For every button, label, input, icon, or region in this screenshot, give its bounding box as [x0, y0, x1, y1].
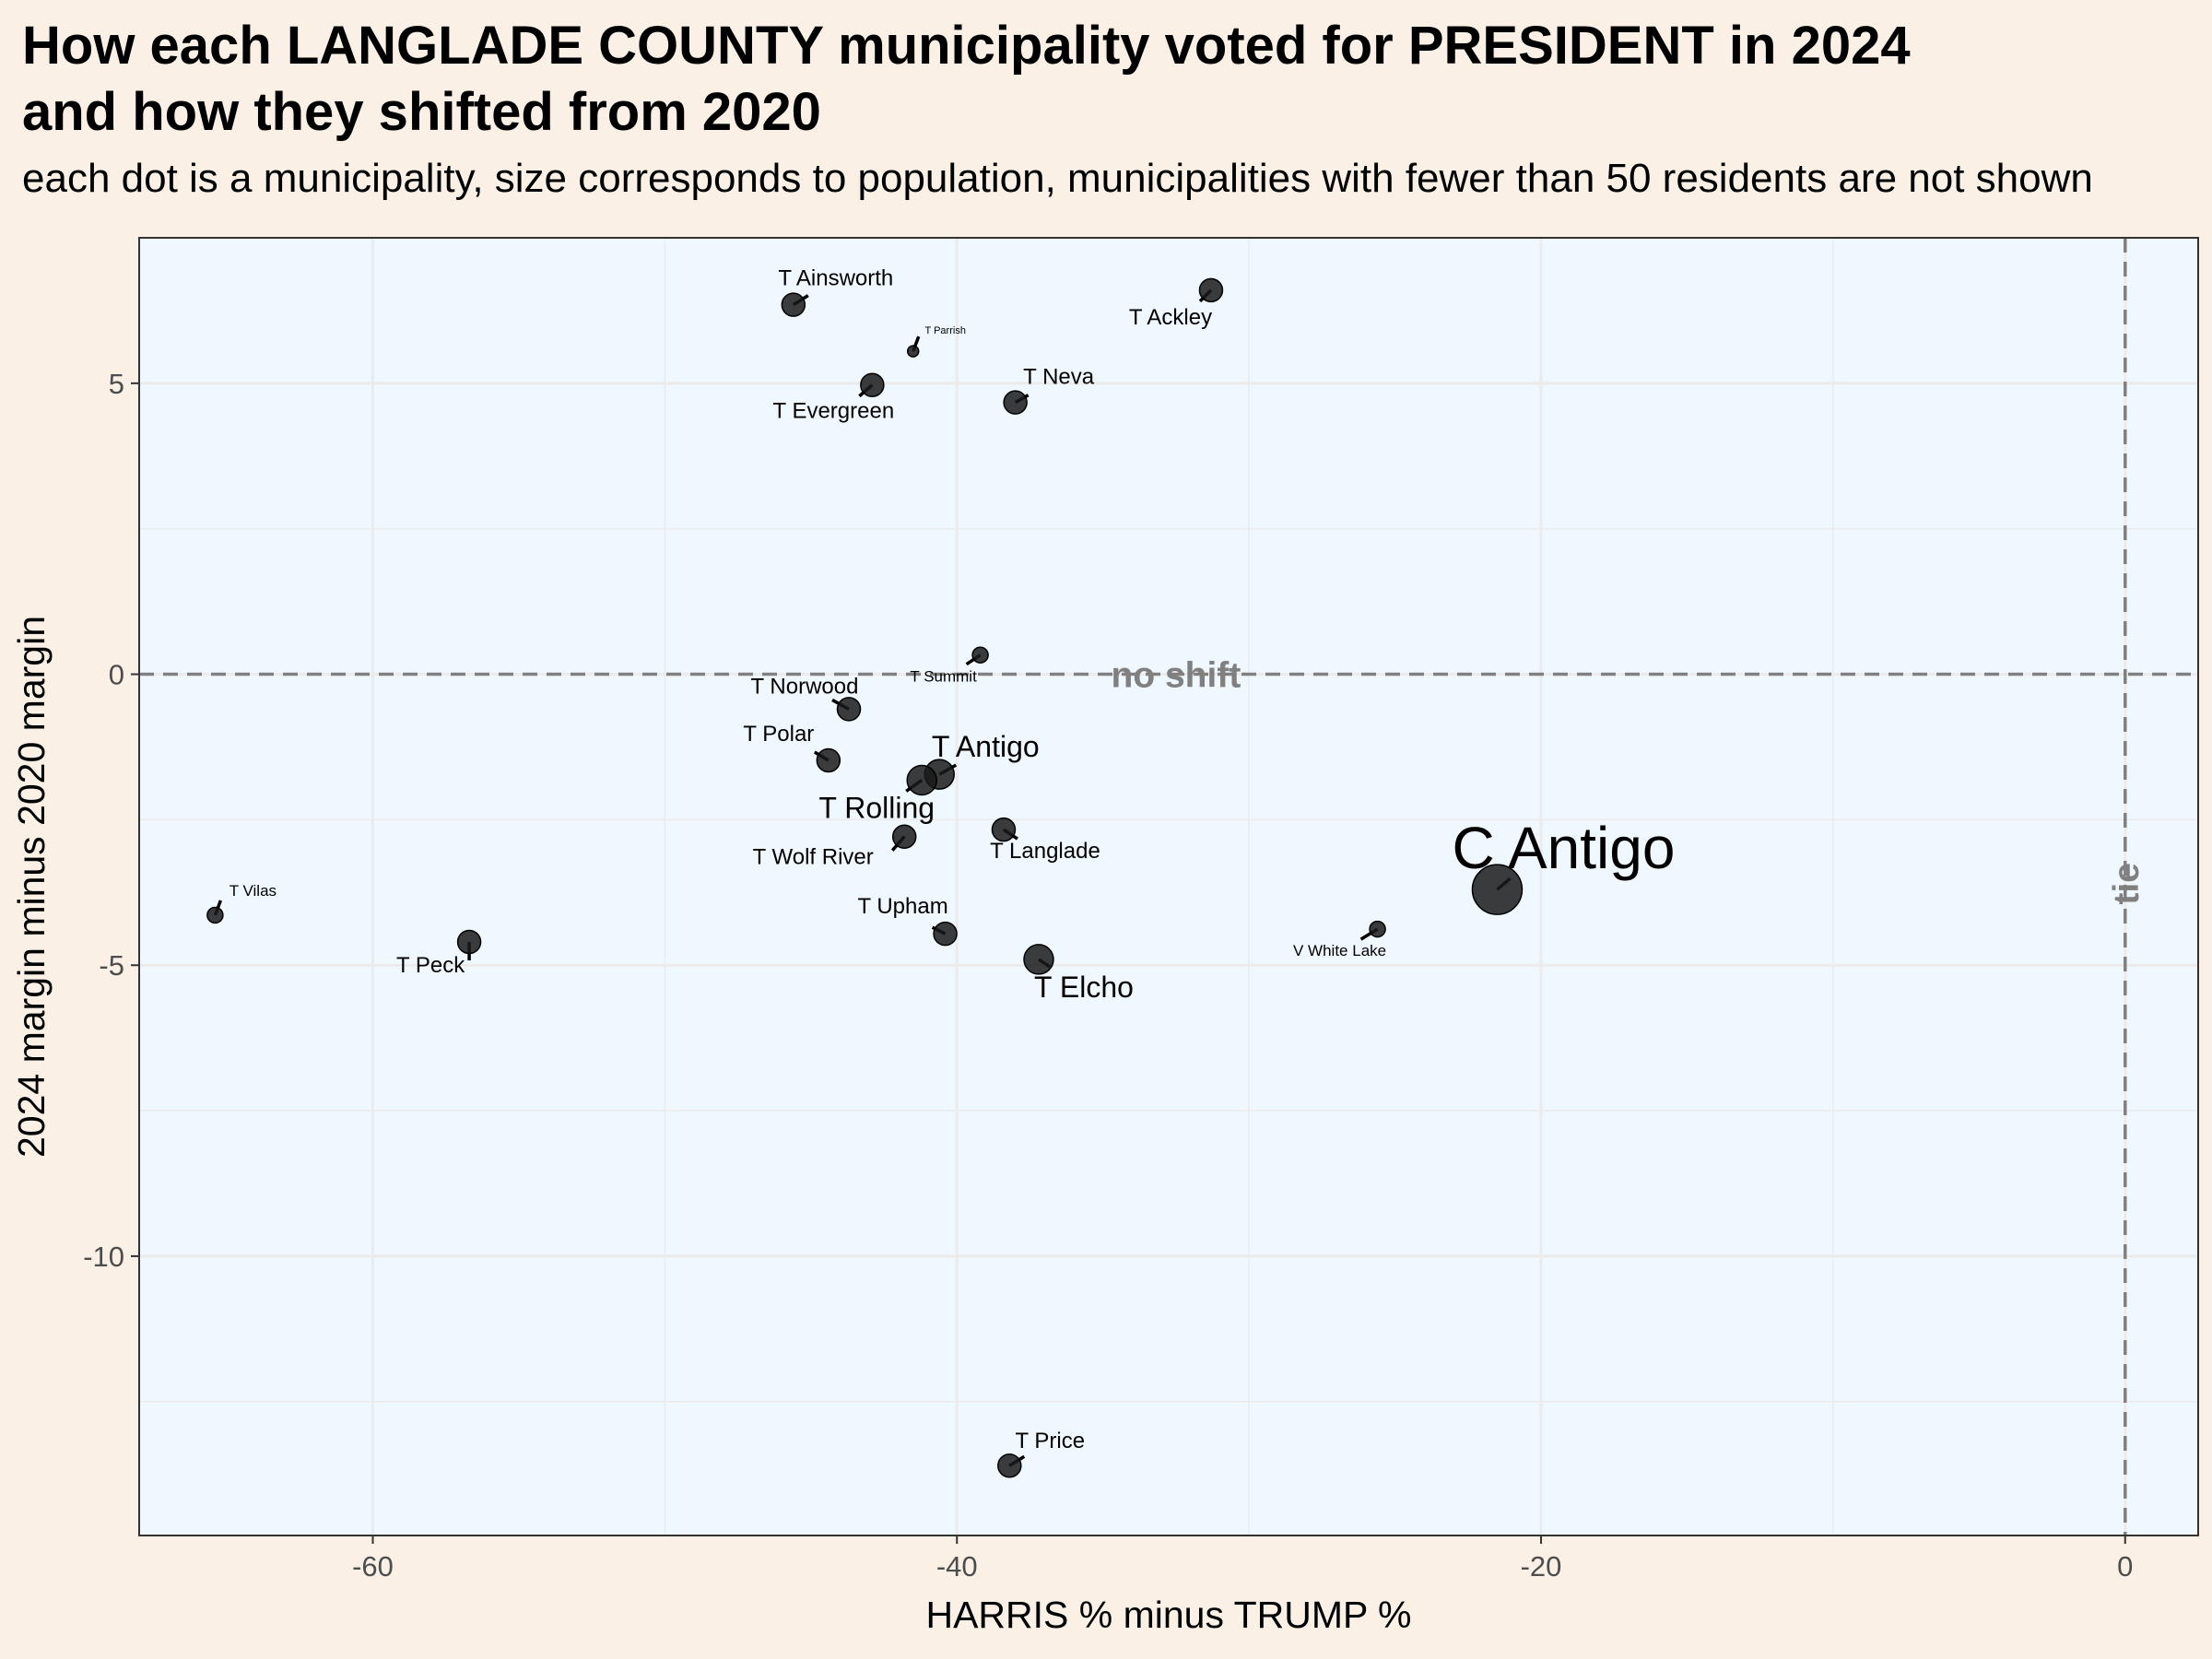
point-label-c-antigo: C Antigo [1453, 815, 1676, 881]
point-t-evergreen [860, 372, 885, 397]
point-label-t-vilas: T Vilas [229, 882, 276, 900]
point-t-neva [1003, 390, 1028, 415]
x-tick-label: -20 [1521, 1550, 1562, 1583]
x-tick-label: -60 [352, 1550, 394, 1583]
point-label-t-norwood: T Norwood [751, 674, 859, 699]
point-label-t-polar: T Polar [743, 722, 814, 747]
point-t-elcho [1023, 944, 1054, 975]
point-c-antigo [1471, 864, 1524, 915]
x-tick-label: -40 [936, 1550, 978, 1583]
point-label-t-wolf-river: T Wolf River [753, 845, 874, 870]
y-tick-label: 5 [109, 368, 124, 400]
point-labels: T Ainsworth T Parrish T Ackley T Evergreen T… [229, 266, 1676, 1454]
point-t-langlade [991, 817, 1017, 842]
point-label-t-rolling: T Rolling [818, 791, 935, 824]
point-label-t-summit: T Summit [910, 668, 977, 686]
point-label-t-evergreen: T Evergreen [773, 399, 895, 424]
y-tick-label: -5 [99, 949, 124, 982]
point-label-t-parrish: T Parrish [925, 325, 966, 336]
point-label-t-elcho: T Elcho [1034, 971, 1134, 1004]
point-t-peck [456, 929, 482, 955]
no-shift-label: no shift [1112, 656, 1241, 696]
point-label-v-white-lake: V White Lake [1293, 942, 1386, 959]
point-label-t-upham: T Upham [857, 894, 947, 919]
point-label-t-ainsworth: T Ainsworth [778, 266, 893, 291]
chart-title-line-2: and how they shifted from 2020 [22, 82, 821, 142]
point-t-price [997, 1453, 1022, 1478]
point-t-norwood [836, 697, 862, 722]
point-v-white-lake [1369, 920, 1386, 938]
y-tick-label: 0 [109, 659, 124, 691]
y-tick-label: -10 [83, 1241, 124, 1273]
point-t-summit [971, 646, 989, 664]
axis-ticks: -60 -40 -20 0 -10 -5 0 5 [83, 368, 2133, 1583]
point-t-ackley [1198, 277, 1224, 303]
data-points [206, 277, 1524, 1478]
point-t-parrish [906, 345, 920, 358]
point-t-polar [816, 747, 841, 773]
point-label-t-antigo: T Antigo [932, 730, 1040, 763]
point-t-ainsworth [781, 292, 806, 317]
tie-label: tie [2107, 863, 2147, 905]
point-label-t-price: T Price [1016, 1429, 1086, 1453]
chart-title-line-1: How each LANGLADE COUNTY municipality vo… [22, 16, 1911, 76]
point-label-t-langlade: T Langlade [990, 839, 1100, 864]
y-axis-title: 2024 margin minus 2020 margin [10, 616, 53, 1158]
plot-border [138, 237, 2199, 1536]
point-t-rolling [906, 764, 937, 796]
chart-subtitle: each dot is a municipality, size corresp… [22, 156, 2093, 201]
reference-lines: no shift tie [139, 238, 2198, 1535]
point-t-wolf-river [891, 824, 917, 849]
point-t-upham [933, 921, 958, 947]
point-label-t-ackley: T Ackley [1129, 305, 1212, 330]
plot-panel [139, 238, 2198, 1535]
x-axis-title: HARRIS % minus TRUMP % [925, 1594, 1411, 1636]
point-label-t-peck: T Peck [396, 953, 465, 978]
point-label-t-neva: T Neva [1023, 365, 1095, 390]
point-t-vilas [206, 906, 224, 924]
x-tick-label: 0 [2117, 1550, 2133, 1583]
chart-title: How each LANGLADE COUNTY municipality vo… [22, 13, 2197, 146]
